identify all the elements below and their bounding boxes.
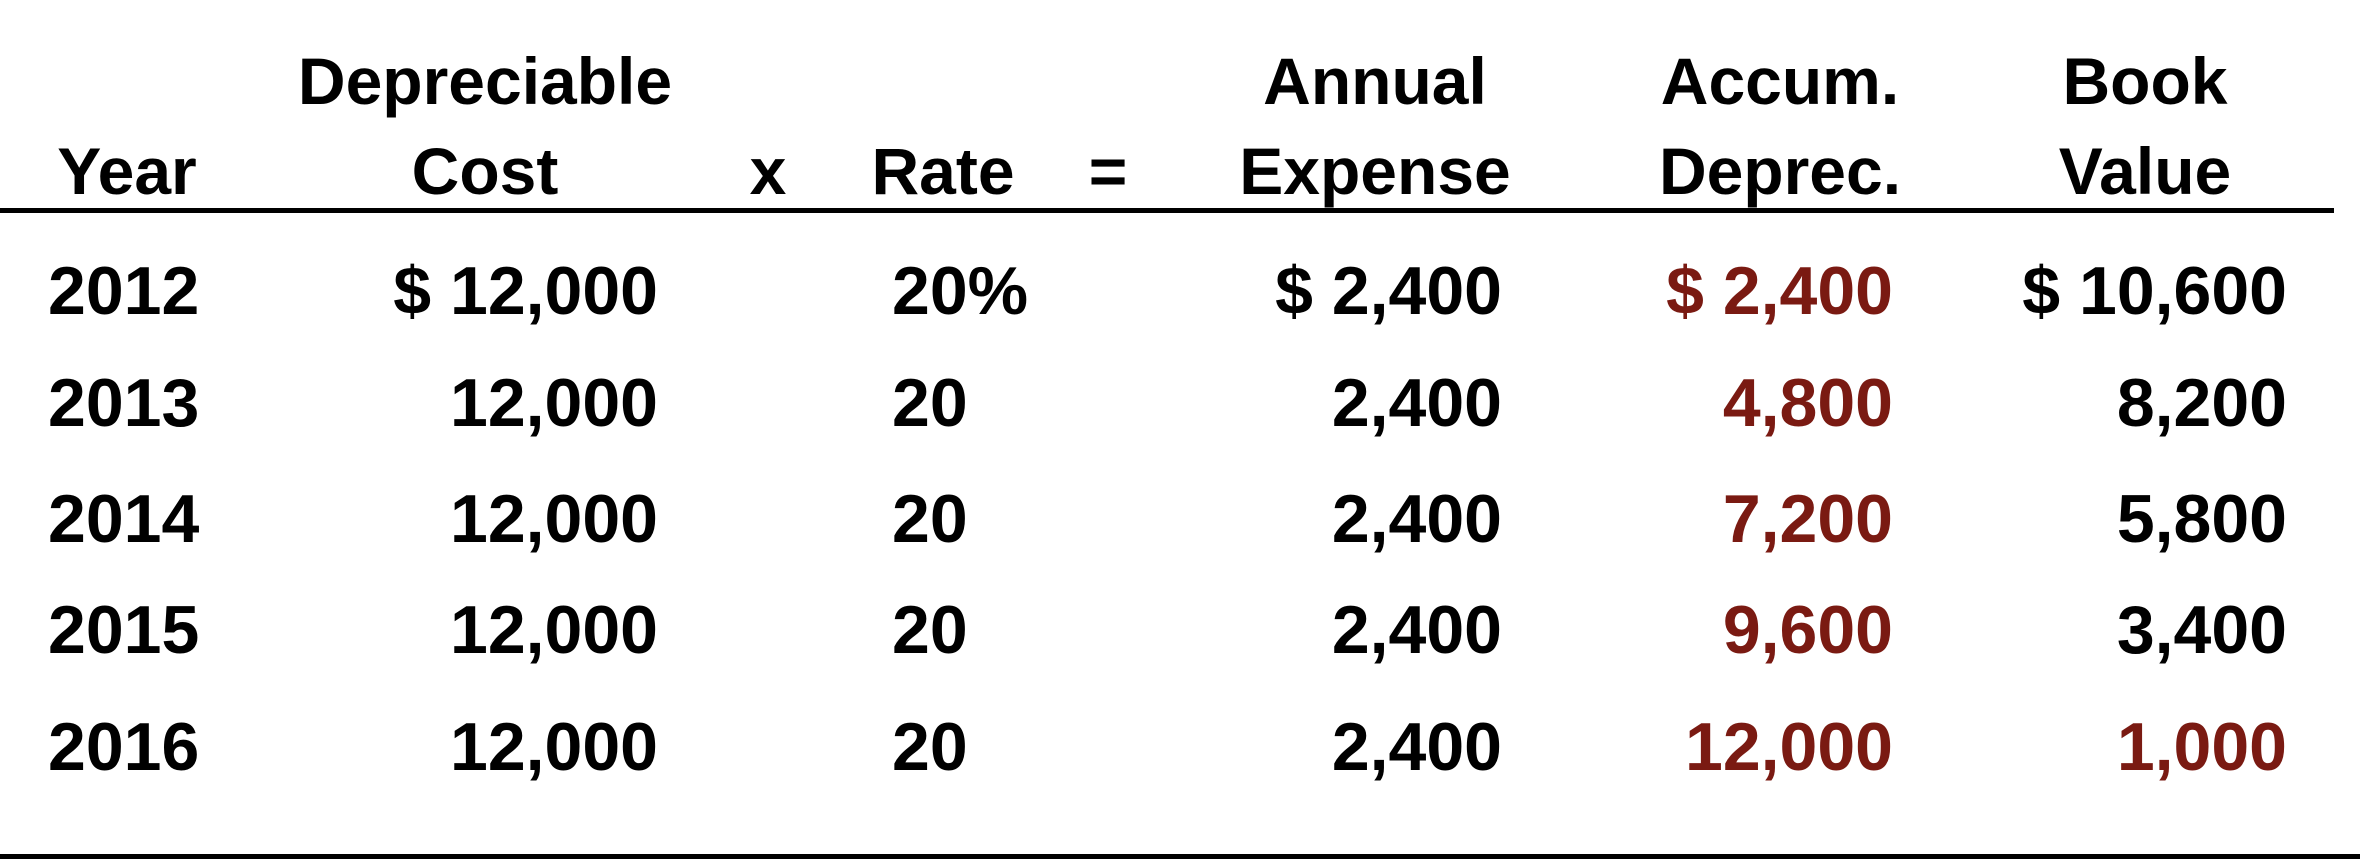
cell-accum-deprec: 9,600 — [1722, 592, 1893, 668]
cell-book-value: 8,200 — [2116, 365, 2287, 441]
cell-depreciable-cost: 12,000 — [450, 481, 658, 557]
cell-rate: 20 — [892, 709, 968, 785]
header-accum: Accum. — [1660, 44, 1900, 118]
header-cost: Cost — [411, 134, 559, 208]
header-equals-operator: = — [1088, 134, 1128, 208]
cell-book-value: 1,000 — [2116, 709, 2287, 785]
cell-annual-expense: 2,400 — [1331, 365, 1502, 441]
cell-depreciable-cost: 12,000 — [450, 365, 658, 441]
cell-accum-deprec: 7,200 — [1722, 481, 1893, 557]
header-value: Value — [2058, 134, 2232, 208]
cell-book-value: $ 10,600 — [2022, 253, 2287, 329]
cell-book-value: 3,400 — [2116, 592, 2287, 668]
cell-depreciable-cost: 12,000 — [450, 592, 658, 668]
header-expense: Expense — [1239, 134, 1511, 208]
header-divider — [0, 208, 2334, 213]
cell-year: 2014 — [48, 481, 200, 557]
header-annual: Annual — [1263, 44, 1487, 118]
header-times-operator: x — [749, 134, 787, 208]
cell-accum-deprec: 12,000 — [1685, 709, 1893, 785]
header-rate: Rate — [871, 134, 1015, 208]
header-depreciable: Depreciable — [297, 44, 673, 118]
cell-depreciable-cost: $ 12,000 — [393, 253, 658, 329]
cell-year: 2012 — [48, 253, 200, 329]
header-deprec: Deprec. — [1658, 134, 1902, 208]
cell-year: 2013 — [48, 365, 200, 441]
cell-accum-deprec: $ 2,400 — [1666, 253, 1893, 329]
cell-annual-expense: 2,400 — [1331, 709, 1502, 785]
cell-depreciable-cost: 12,000 — [450, 709, 658, 785]
cell-rate: 20 — [892, 365, 968, 441]
cell-annual-expense: 2,400 — [1331, 592, 1502, 668]
cell-annual-expense: 2,400 — [1331, 481, 1502, 557]
footer-divider — [0, 854, 2360, 859]
cell-accum-deprec: 4,800 — [1722, 365, 1893, 441]
cell-rate: 20 — [892, 592, 968, 668]
header-year: Year — [57, 134, 197, 208]
cell-book-value: 5,800 — [2116, 481, 2287, 557]
cell-annual-expense: $ 2,400 — [1275, 253, 1502, 329]
cell-year: 2016 — [48, 709, 200, 785]
cell-rate: 20 — [892, 481, 968, 557]
cell-rate: 20% — [892, 253, 1029, 329]
header-book: Book — [2062, 44, 2228, 118]
cell-year: 2015 — [48, 592, 200, 668]
